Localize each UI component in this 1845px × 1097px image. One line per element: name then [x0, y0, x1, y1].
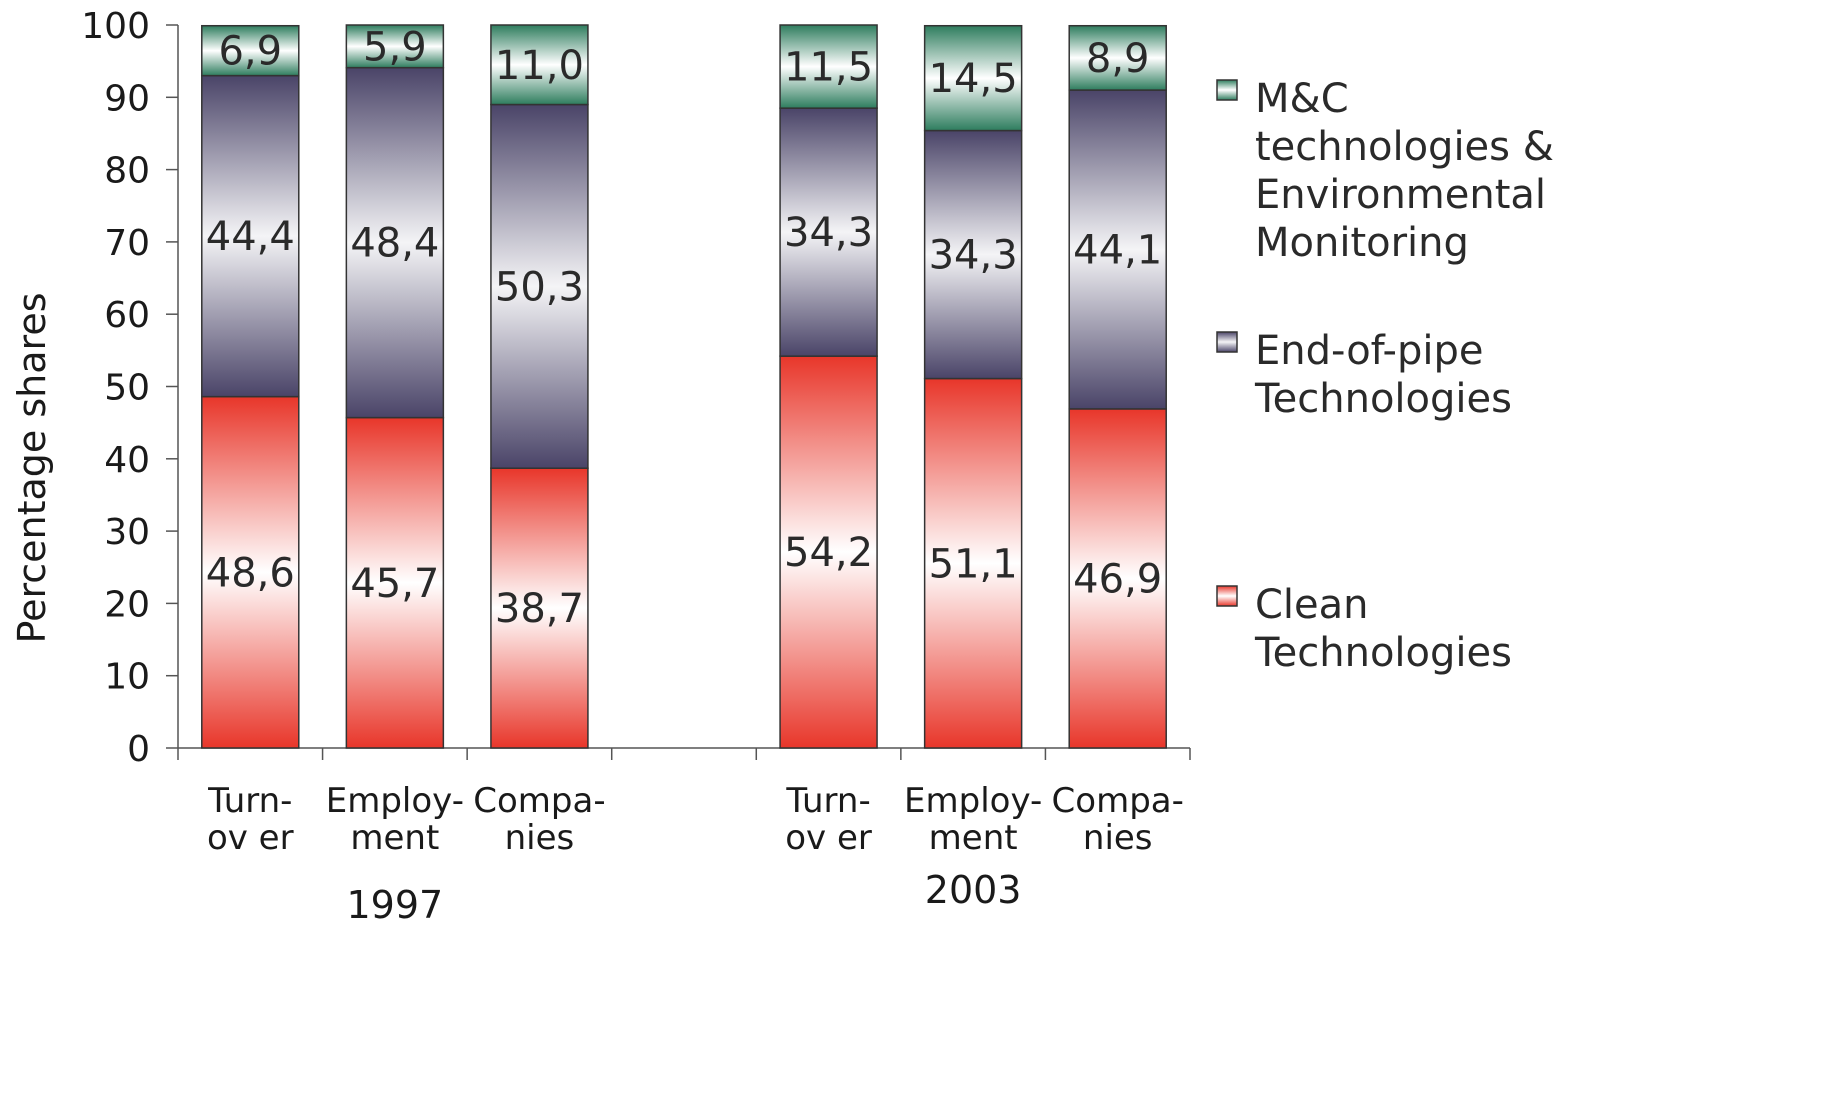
data-label-mc: 6,9 [218, 29, 282, 75]
category-label: ov er [207, 818, 294, 858]
data-label-clean: 46,9 [1073, 556, 1162, 602]
bar-segment-endofpipe [201, 74, 300, 398]
y-tick-label: 90 [104, 78, 150, 119]
legend-label-clean: Technologies [1254, 630, 1512, 676]
data-label-clean: 45,7 [350, 561, 439, 607]
legend-label-mc: technologies & [1255, 124, 1554, 170]
bar-segment-endofpipe [345, 66, 445, 419]
bar-segment-mc [923, 24, 1023, 132]
data-label-endofpipe: 48,4 [350, 221, 439, 267]
y-tick-label: 20 [104, 584, 150, 625]
bar-segment-endofpipe [1068, 89, 1167, 410]
category-label: nies [505, 818, 575, 858]
legend-label-endofpipe: Technologies [1254, 376, 1512, 422]
group-label: 1997 [346, 883, 443, 927]
data-label-clean: 48,6 [206, 550, 295, 596]
bar-segment-mc [779, 24, 878, 109]
category-label: Employ- [904, 781, 1042, 821]
category-label: Turn- [785, 781, 870, 821]
category-label: ment [929, 818, 1018, 858]
bar-segment-clean [490, 467, 589, 749]
bar-segment-clean [201, 395, 300, 749]
y-tick-label: 50 [104, 368, 150, 409]
data-label-endofpipe: 34,3 [784, 210, 873, 256]
y-tick-label: 10 [104, 657, 150, 698]
y-tick-label: 0 [127, 729, 150, 770]
data-label-endofpipe: 50,3 [495, 264, 584, 310]
bar-segment-mc [1068, 24, 1167, 91]
y-tick-label: 40 [104, 440, 150, 481]
data-label-mc: 11,0 [495, 43, 584, 89]
y-tick-label: 60 [104, 295, 150, 336]
data-label-clean: 54,2 [784, 530, 873, 576]
data-label-mc: 8,9 [1086, 36, 1150, 82]
bar-segment-endofpipe [490, 103, 589, 469]
bar-segment-mc [201, 24, 300, 77]
bar-segment-endofpipe [923, 129, 1023, 380]
bar-segment-mc [345, 24, 445, 69]
category-label: nies [1083, 818, 1153, 858]
y-tick-label: 80 [104, 151, 150, 192]
category-label: Employ- [326, 781, 464, 821]
bar-segment-clean [1068, 408, 1167, 749]
bar-segment-mc [490, 24, 589, 106]
data-label-endofpipe: 34,3 [929, 233, 1018, 279]
y-axis-title: Percentage shares [10, 293, 54, 644]
y-tick-label: 30 [104, 512, 150, 553]
legend-label-endofpipe: End-of-pipe [1255, 328, 1484, 374]
data-label-endofpipe: 44,4 [206, 214, 295, 260]
category-label: Turn- [207, 781, 292, 821]
category-label: ment [350, 818, 439, 858]
legend-label-clean: Clean [1255, 582, 1369, 628]
legend-swatch-endofpipe [1216, 331, 1238, 353]
category-label: ov er [785, 818, 872, 858]
y-tick-label: 100 [81, 6, 150, 47]
legend-label-mc: Monitoring [1255, 220, 1469, 266]
legend-label-mc: Environmental [1255, 172, 1546, 218]
data-label-mc: 14,5 [929, 56, 1018, 102]
category-label: Compa- [473, 781, 605, 821]
data-label-endofpipe: 44,1 [1073, 227, 1162, 273]
legend-swatch-mc [1216, 79, 1238, 101]
data-label-mc: 5,9 [363, 24, 427, 70]
y-tick-label: 70 [104, 223, 150, 264]
data-label-clean: 51,1 [929, 541, 1018, 587]
bar-segment-clean [779, 355, 878, 749]
legend-swatch-clean [1216, 585, 1238, 607]
data-label-clean: 38,7 [495, 586, 584, 632]
data-label-mc: 11,5 [784, 45, 873, 91]
group-label: 2003 [925, 868, 1022, 912]
legend-label-mc: M&C [1255, 76, 1349, 122]
category-label: Compa- [1052, 781, 1184, 821]
